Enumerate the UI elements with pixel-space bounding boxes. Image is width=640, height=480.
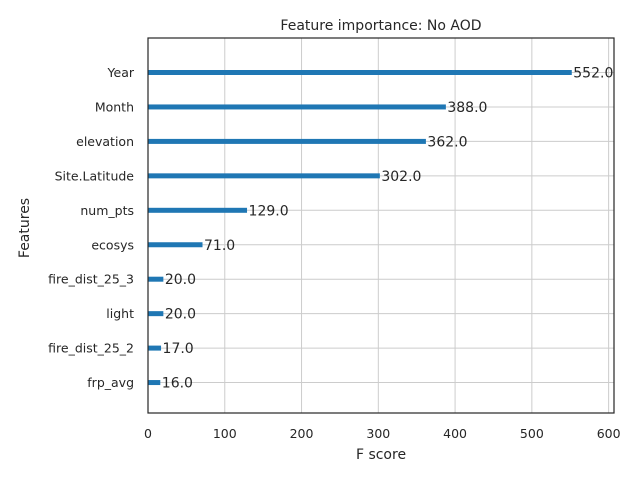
x-tick-label: 200: [290, 426, 314, 441]
bar: [148, 104, 446, 110]
bar: [148, 207, 248, 213]
y-tick-label: light: [106, 306, 134, 321]
x-axis-label: F score: [356, 447, 406, 463]
data-label: 71.0: [204, 238, 235, 254]
data-labels: 552.0 388.0 362.0 302.0 129.0 71.0 20.0 20.0 17.…: [162, 66, 614, 392]
bar: [148, 242, 203, 248]
x-tick-label: 0: [144, 426, 152, 441]
y-tick-label: fire_dist_25_3: [48, 272, 134, 287]
bar: [148, 380, 161, 386]
data-label: 129.0: [249, 203, 289, 219]
x-tick-label: 300: [366, 426, 390, 441]
y-tick-label: Site.Latitude: [55, 168, 135, 183]
x-tick-labels: 0 100 200 300 400 500 600: [144, 426, 621, 441]
bar: [148, 70, 572, 75]
data-label: 17.0: [163, 341, 194, 357]
y-tick-label: elevation: [76, 134, 134, 149]
y-tick-labels: Year Month elevation Site.Latitude num_ptsec…: [48, 65, 135, 390]
y-tick-label: frp_avg: [87, 375, 134, 390]
data-label: 20.0: [165, 272, 196, 288]
bar: [148, 276, 164, 282]
y-axis-label: Features: [17, 198, 33, 258]
y-tick-label: Year: [107, 65, 135, 80]
bar: [148, 173, 380, 179]
grid-lines: [147, 38, 614, 413]
y-tick-label: fire_dist_25_2: [48, 341, 134, 356]
chart-title: Feature importance: No AOD: [280, 18, 481, 34]
bar: [148, 345, 162, 351]
x-tick-label: 400: [443, 426, 467, 441]
data-label: 302.0: [381, 169, 421, 185]
x-tick-label: 600: [597, 426, 621, 441]
data-label: 20.0: [165, 307, 196, 323]
plot-frame: [147, 37, 615, 414]
bar: [148, 138, 426, 144]
data-label: 388.0: [447, 100, 487, 116]
x-tick-label: 100: [213, 426, 237, 441]
y-tick-label: Month: [95, 99, 134, 114]
bar: [148, 311, 164, 317]
y-tick-label: num_pts: [80, 203, 134, 218]
bars: [148, 70, 572, 386]
data-label: 16.0: [162, 376, 193, 392]
y-tick-label: ecosys: [91, 237, 134, 252]
data-label: 362.0: [427, 134, 467, 150]
data-label: 552.0: [573, 66, 613, 82]
x-tick-label: 500: [520, 426, 544, 441]
